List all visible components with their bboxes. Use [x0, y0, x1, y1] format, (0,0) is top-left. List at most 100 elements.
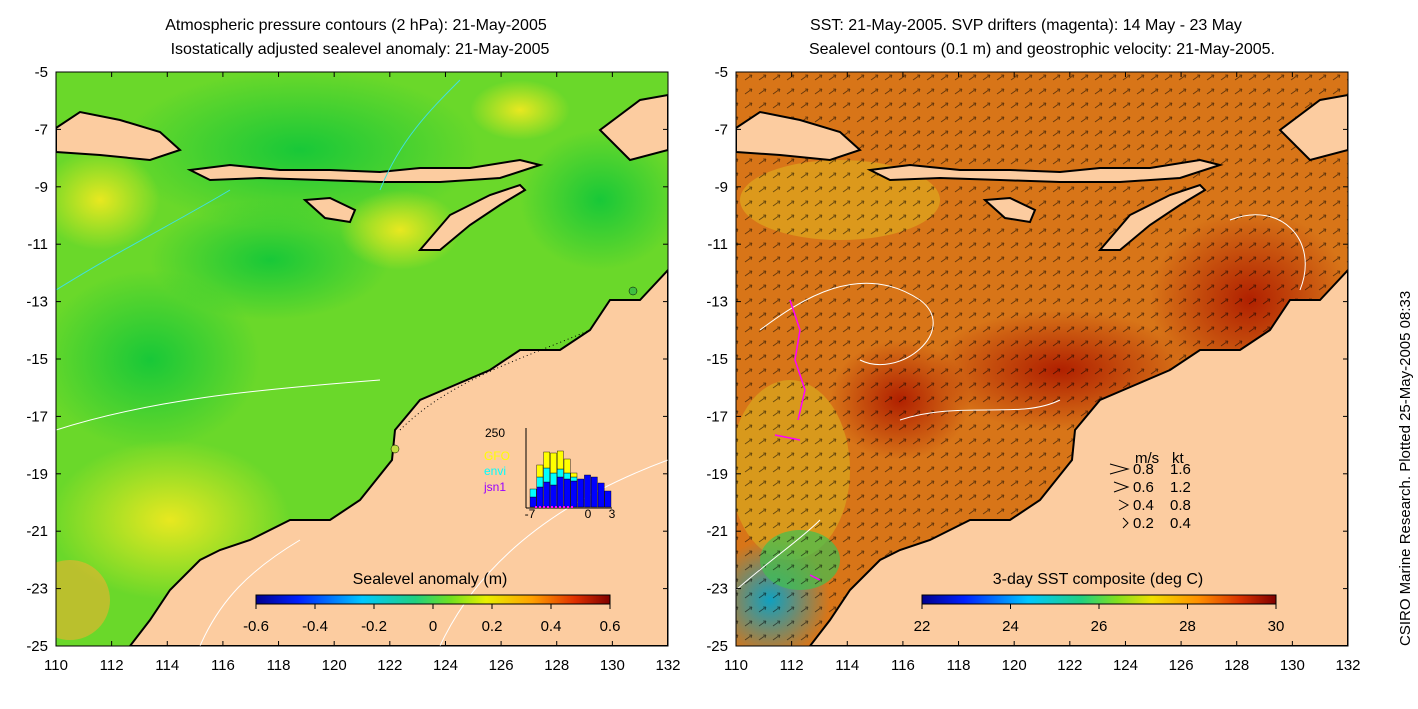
inset-bar — [563, 458, 571, 474]
island-timor — [417, 183, 527, 251]
velocity-key-kt: 0.4 — [1170, 515, 1191, 532]
x-tick-label: 118 — [947, 657, 971, 674]
y-tick-label: -25 — [26, 638, 48, 655]
sla-green-blob — [150, 200, 390, 320]
drifter-marker — [628, 286, 638, 296]
x-tick-label: 120 — [1002, 657, 1027, 674]
island-sumba — [302, 196, 357, 224]
y-tick-label: -19 — [26, 466, 48, 483]
right-title-line2: Sealevel contours (0.1 m) and geostrophi… — [809, 41, 1275, 58]
sst-colorbar-ramp — [921, 594, 1277, 605]
velocity-key-kt: 1.2 — [1170, 479, 1191, 496]
island-north — [1278, 93, 1348, 162]
australia-land — [128, 268, 668, 646]
y-tick-label: -9 — [715, 179, 728, 196]
y-tick-label: -5 — [35, 64, 48, 81]
altimeter-inset: 250 GFO envi jsn1 -7 0 3 — [483, 426, 616, 521]
inset-bar — [536, 464, 544, 478]
x-tick-label: 110 — [44, 657, 68, 674]
inset-bar — [563, 478, 571, 508]
y-tick-label: -23 — [706, 581, 728, 598]
credit-text: CSIRO Marine Research. Plotted 25-May-20… — [1397, 291, 1414, 646]
inset-bar — [557, 450, 564, 470]
inset-legend-envi: envi — [484, 464, 506, 478]
inset-bar — [536, 486, 544, 508]
colorbar-tick-label: 30 — [1268, 618, 1285, 635]
velocity-key-kt: 0.8 — [1170, 497, 1191, 514]
x-tick-label: 128 — [544, 657, 569, 674]
x-tick-label: 126 — [1169, 657, 1194, 674]
left-map — [56, 72, 668, 646]
inset-bar — [543, 481, 550, 508]
x-tick-label: 124 — [433, 657, 458, 674]
inset-bar — [570, 476, 578, 482]
colorbar-tick-label: 24 — [1002, 618, 1019, 635]
colorbar-tick-label: 0.6 — [600, 618, 621, 635]
inset-bar — [591, 476, 598, 508]
inset-bar — [557, 476, 564, 508]
velocity-key-ms: 0.4 — [1133, 497, 1154, 514]
island-flores-chain — [186, 158, 544, 183]
contour-line — [379, 79, 461, 191]
y-tick-label: -19 — [706, 466, 728, 483]
x-tick-label: 112 — [100, 657, 124, 674]
x-tick-label: 132 — [1335, 657, 1360, 674]
sla-yellow-blob — [56, 560, 110, 640]
sla-colorbar-title: Sealevel anomaly (m) — [353, 571, 508, 588]
velocity-key-ms: 0.8 — [1133, 461, 1154, 478]
velocity-key-arrow-icon — [1118, 499, 1130, 511]
y-tick-label: -15 — [26, 351, 48, 368]
colorbar-tick-label: 0.4 — [541, 618, 562, 635]
sealevel-contour — [1229, 214, 1306, 291]
velocity-key-kt: 1.6 — [1170, 461, 1191, 478]
colorbar-tick-label: -0.4 — [302, 618, 328, 635]
left-axes: -5 -7 -9 -11 -13 -15 -17 -19 -21 -23 -25 110 112 114 1… — [26, 64, 680, 674]
colorbar-tick-label: 26 — [1091, 618, 1108, 635]
x-tick-label: 132 — [655, 657, 680, 674]
y-tick-label: -13 — [26, 294, 48, 311]
x-tick-label: 130 — [1280, 657, 1305, 674]
sla-yellow-blob — [56, 150, 160, 250]
inset-bar — [604, 490, 612, 508]
drifter-track — [809, 574, 821, 581]
colorbar-tick-label: 0.2 — [482, 618, 503, 635]
inset-bar — [543, 451, 550, 469]
sealevel-contour — [899, 399, 1061, 421]
inset-bar — [570, 472, 578, 478]
inset-ymax-label: 250 — [485, 426, 505, 440]
inset-bar — [550, 452, 557, 474]
x-tick-label: 116 — [891, 657, 915, 674]
colorbar-tick-label: 28 — [1179, 618, 1196, 635]
inset-xtick: -7 — [525, 507, 536, 521]
y-tick-label: -21 — [706, 523, 728, 540]
inset-bar — [543, 467, 550, 483]
island-timor — [1097, 183, 1207, 251]
colorbar-tick-label: 0 — [429, 618, 437, 635]
island-flores-chain — [866, 158, 1224, 183]
x-tick-label: 110 — [724, 657, 748, 674]
velocity-key: m/s kt 0.8 1.60.6 1.20.4 0.80.2 0.4 — [1109, 450, 1191, 532]
x-tick-label: 122 — [377, 657, 402, 674]
x-tick-label: 122 — [1057, 657, 1082, 674]
x-tick-label: 120 — [322, 657, 347, 674]
colorbar-tick-label: 22 — [914, 618, 931, 635]
y-tick-label: -25 — [706, 638, 728, 655]
inset-bar — [570, 480, 578, 508]
drifter-marker — [390, 444, 400, 454]
sst-colorbar: 3-day SST composite (deg C) 22 24 26 28 30 — [914, 571, 1285, 635]
x-tick-label: 124 — [1113, 657, 1138, 674]
colorbar-tick-label: -0.2 — [361, 618, 387, 635]
inset-bar — [597, 482, 605, 508]
colorbar-tick-label: -0.6 — [243, 618, 269, 635]
y-tick-label: -11 — [707, 236, 728, 253]
x-tick-label: 128 — [1224, 657, 1249, 674]
island-java — [56, 110, 182, 162]
y-tick-label: -5 — [715, 64, 728, 81]
inset-bar — [529, 496, 537, 508]
y-tick-label: -7 — [715, 121, 728, 138]
y-tick-label: -9 — [35, 179, 48, 196]
left-title-line1: Atmospheric pressure contours (2 hPa): 2… — [165, 17, 547, 34]
sla-green-blob — [520, 130, 668, 270]
inset-legend-jsn1: jsn1 — [483, 480, 506, 494]
inset-bar — [584, 474, 591, 508]
